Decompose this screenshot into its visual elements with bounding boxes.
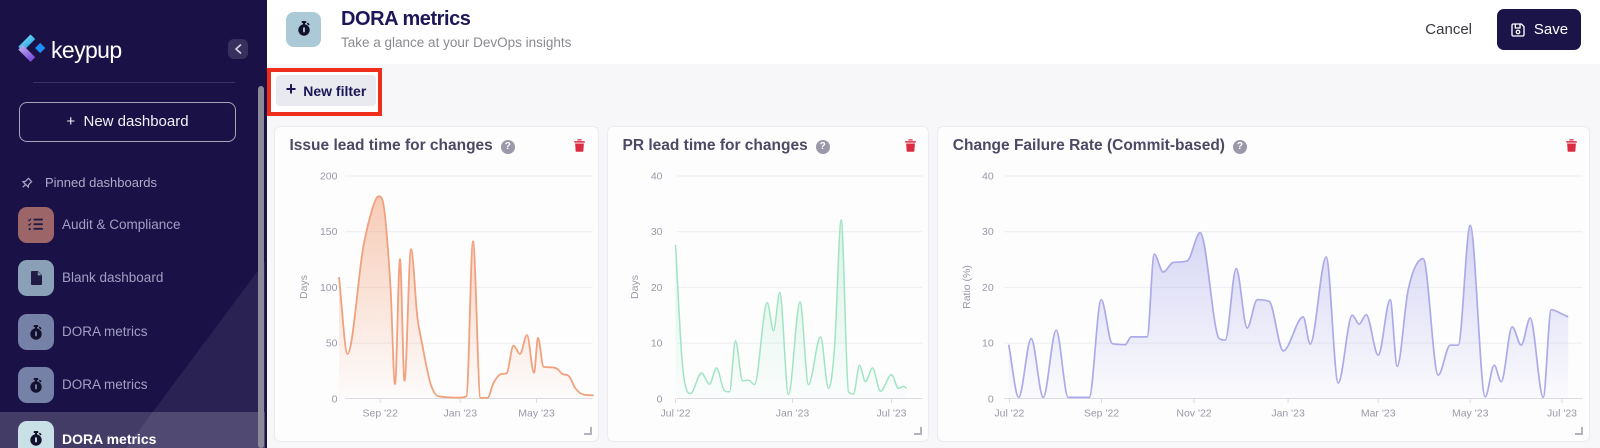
svg-text:May '23: May '23 — [1452, 408, 1489, 420]
svg-text:200: 200 — [319, 171, 337, 183]
svg-text:50: 50 — [325, 338, 337, 350]
svg-text:Sep '22: Sep '22 — [362, 408, 397, 420]
svg-text:30: 30 — [650, 226, 662, 238]
svg-text:40: 40 — [982, 171, 994, 183]
svg-text:May '23: May '23 — [518, 408, 555, 420]
svg-text:30: 30 — [982, 226, 994, 238]
svg-text:Ratio (%): Ratio (%) — [961, 265, 973, 309]
svg-text:0: 0 — [331, 393, 337, 405]
svg-text:Jul '22: Jul '22 — [994, 408, 1024, 420]
svg-text:150: 150 — [319, 226, 337, 238]
svg-text:Jan '23: Jan '23 — [443, 408, 477, 420]
svg-text:10: 10 — [982, 338, 994, 350]
svg-text:20: 20 — [982, 282, 994, 294]
svg-text:40: 40 — [650, 171, 662, 183]
svg-text:10: 10 — [650, 338, 662, 350]
svg-text:Nov '22: Nov '22 — [1176, 408, 1211, 420]
svg-text:Jul '23: Jul '23 — [1547, 408, 1577, 420]
svg-text:Mar '23: Mar '23 — [1361, 408, 1396, 420]
svg-text:100: 100 — [319, 282, 337, 294]
svg-text:Jan '23: Jan '23 — [775, 408, 809, 420]
svg-text:Days: Days — [629, 275, 641, 299]
svg-text:0: 0 — [656, 393, 662, 405]
svg-text:Jan '23: Jan '23 — [1271, 408, 1305, 420]
svg-text:Sep '22: Sep '22 — [1084, 408, 1119, 420]
svg-text:0: 0 — [988, 393, 994, 405]
svg-text:20: 20 — [650, 282, 662, 294]
svg-text:Jul '22: Jul '22 — [660, 408, 690, 420]
svg-text:Days: Days — [298, 275, 310, 299]
svg-text:Jul '23: Jul '23 — [876, 408, 906, 420]
